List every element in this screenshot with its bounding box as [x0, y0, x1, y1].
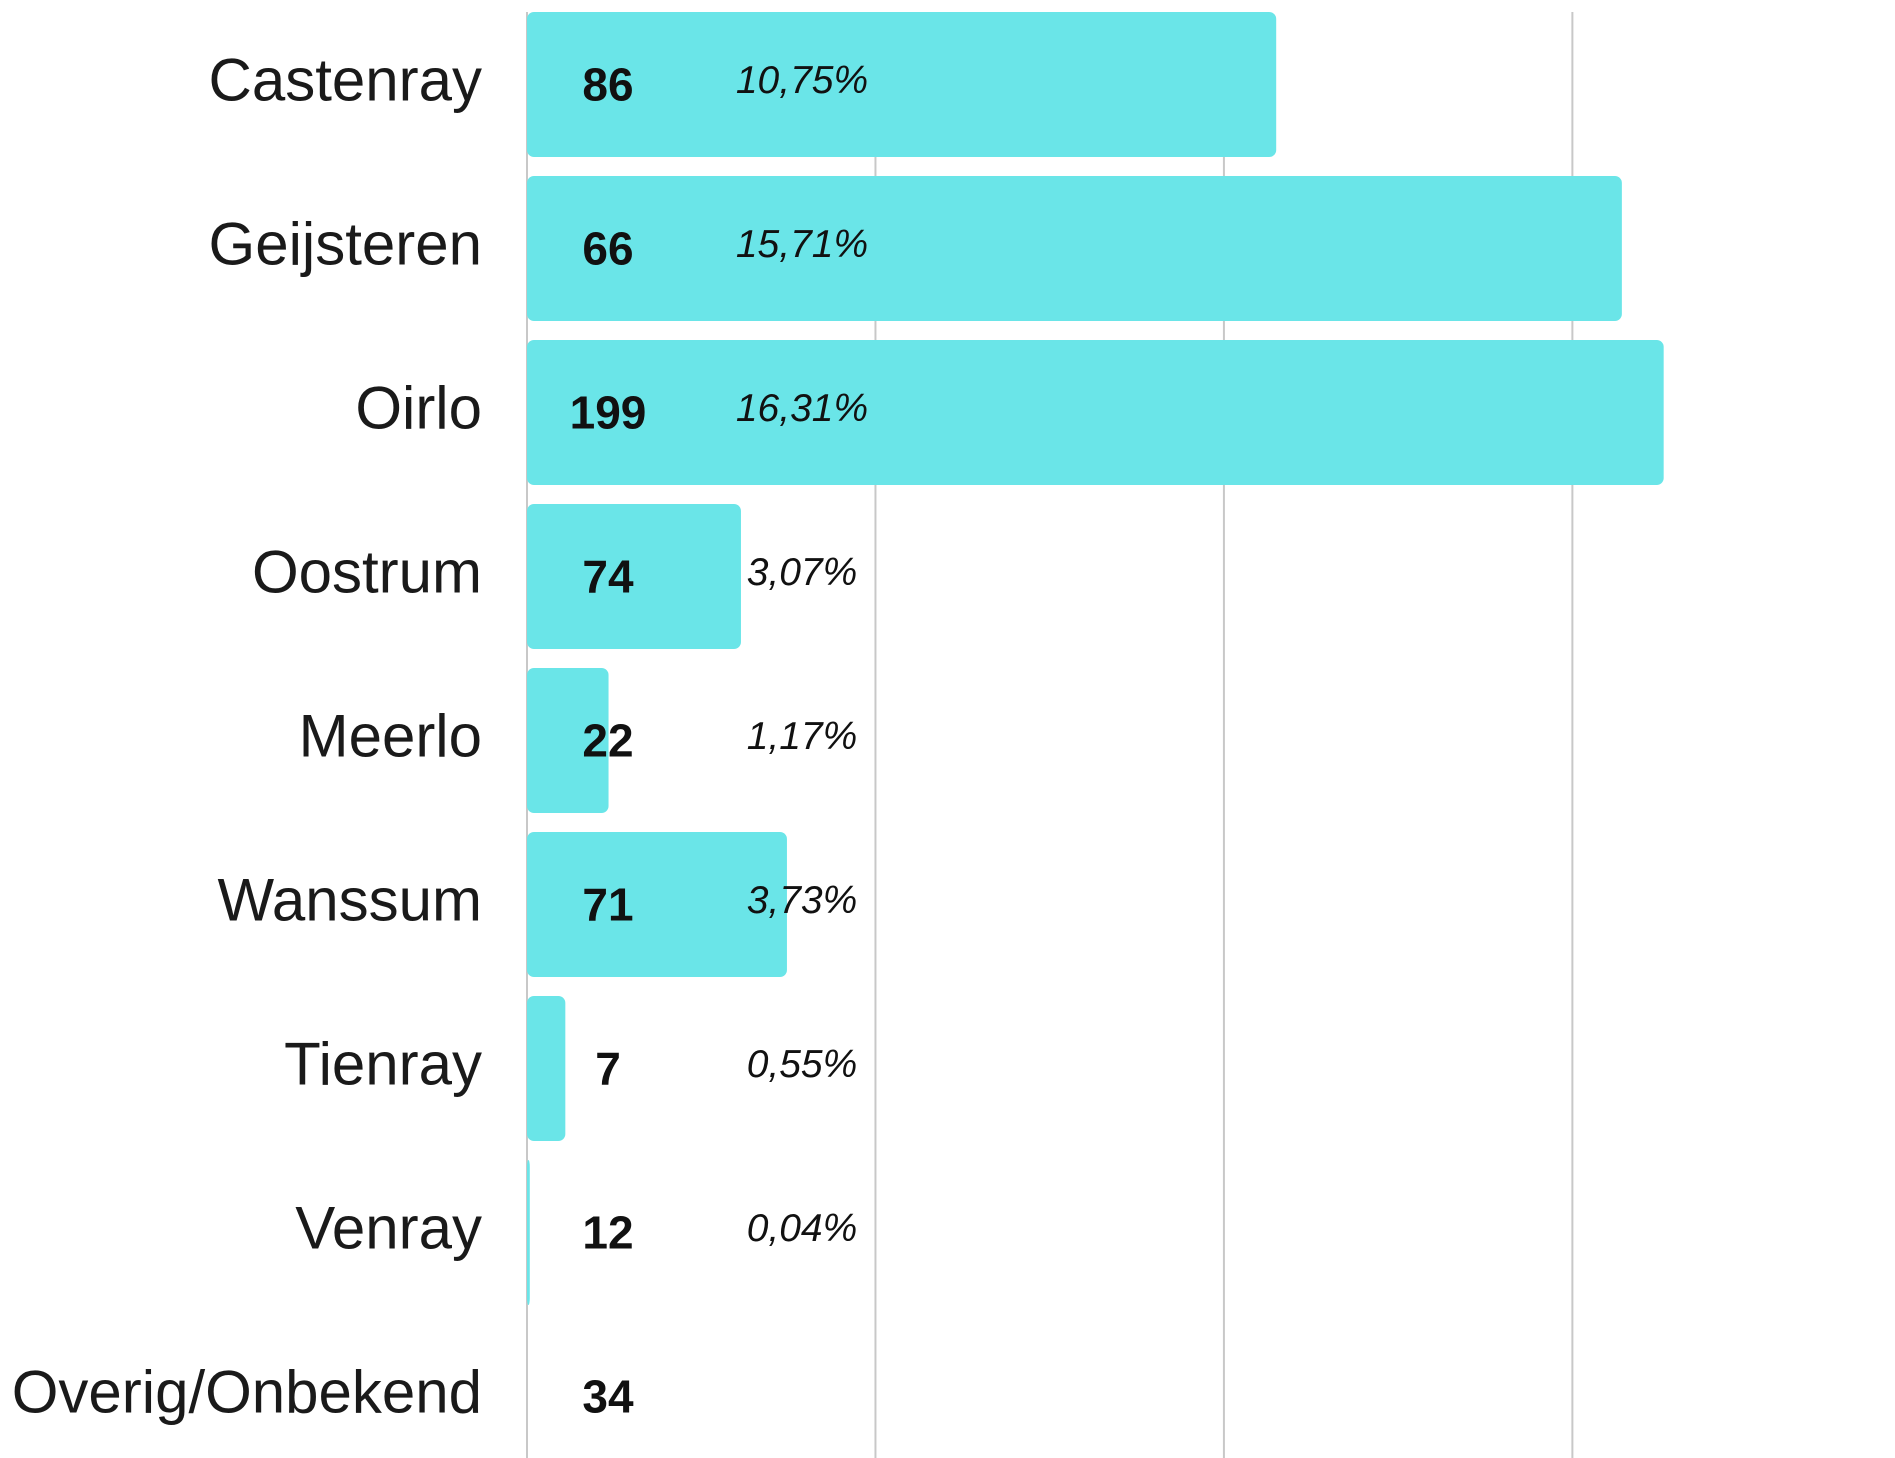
count-label: 22	[582, 715, 633, 767]
category-label: Oostrum	[252, 538, 482, 605]
category-label: Oirlo	[355, 374, 482, 441]
value-label: 3,07%	[747, 551, 858, 594]
count-label: 12	[582, 1207, 633, 1259]
value-label: 0,04%	[747, 1207, 858, 1250]
category-label: Overig/Onbekend	[12, 1358, 482, 1425]
category-label: Venray	[295, 1194, 482, 1261]
bar	[527, 176, 1622, 321]
category-label: Castenray	[209, 46, 482, 113]
count-label: 199	[570, 387, 647, 439]
category-label: Geijsteren	[209, 210, 482, 277]
bar	[527, 504, 741, 649]
bar	[527, 12, 1277, 157]
bar	[527, 668, 609, 813]
value-label: 0,55%	[747, 1043, 858, 1086]
bar	[527, 340, 1664, 485]
count-label: 71	[582, 879, 633, 931]
category-label: Meerlo	[299, 702, 482, 769]
count-label: 74	[582, 551, 634, 603]
bar	[527, 996, 566, 1141]
count-label: 66	[582, 223, 633, 275]
count-label: 7	[595, 1043, 621, 1095]
value-label: 15,71%	[736, 223, 868, 266]
count-label: 34	[582, 1371, 634, 1423]
category-label: Tienray	[284, 1030, 482, 1097]
bar	[527, 1160, 530, 1305]
value-label: 3,73%	[747, 879, 858, 922]
value-label: 10,75%	[736, 59, 868, 102]
count-label: 86	[582, 59, 633, 111]
category-label: Wanssum	[218, 866, 483, 933]
value-label: 16,31%	[736, 387, 868, 430]
bar	[527, 832, 787, 977]
value-label: 1,17%	[747, 715, 858, 758]
